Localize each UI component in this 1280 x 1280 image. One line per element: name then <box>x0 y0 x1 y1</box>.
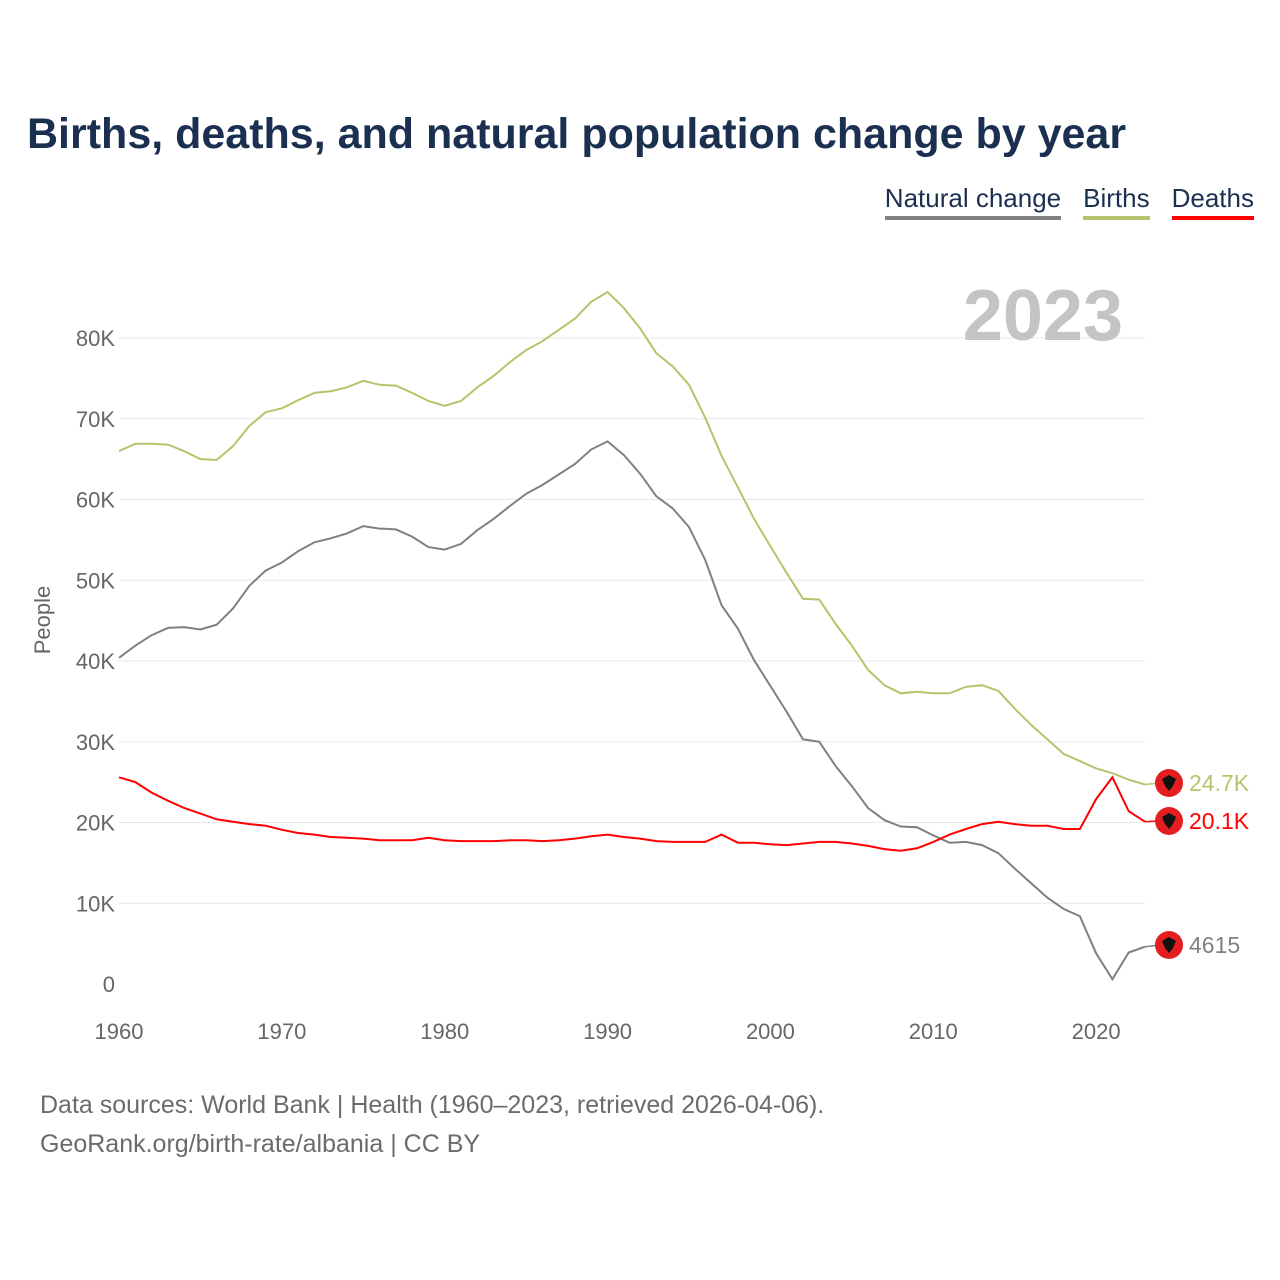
y-tick-label: 0 <box>103 972 115 997</box>
x-tick-label: 2000 <box>746 1019 795 1044</box>
x-tick-label: 1960 <box>95 1019 144 1044</box>
y-axis-label: People <box>30 586 55 655</box>
attribution-link[interactable]: GeoRank.org/birth-rate/albania | CC BY <box>40 1130 481 1158</box>
y-tick-label: 70K <box>76 407 115 432</box>
y-tick-label: 30K <box>76 730 115 755</box>
legend-deaths[interactable]: Deaths <box>1171 183 1254 220</box>
x-tick-label: 2020 <box>1072 1019 1121 1044</box>
series-line-deaths <box>118 775 1146 852</box>
y-tick-label: 20K <box>76 811 115 836</box>
y-tick-label: 80K <box>76 326 115 351</box>
year-watermark: 2023 <box>963 276 1123 356</box>
eagle-icon <box>1162 813 1176 829</box>
series-line-births <box>118 290 1146 786</box>
y-tick-label: 40K <box>76 649 115 674</box>
y-tick-label: 10K <box>76 891 115 916</box>
chart-title: Births, deaths, and natural population c… <box>27 110 1127 158</box>
footer: Data sources: World Bank | Health (1960–… <box>40 1086 824 1164</box>
legend-births[interactable]: Births <box>1083 183 1150 220</box>
end-value-label: 20.1K <box>1189 808 1250 834</box>
data-sources: Data sources: World Bank | Health (1960–… <box>40 1091 825 1119</box>
eagle-icon <box>1162 937 1176 953</box>
y-tick-label: 50K <box>76 568 115 593</box>
legend-natural-change[interactable]: Natural change <box>884 183 1062 220</box>
y-tick-label: 60K <box>76 488 115 513</box>
x-tick-label: 2010 <box>909 1019 958 1044</box>
end-value-label: 4615 <box>1189 932 1240 958</box>
x-tick-label: 1970 <box>257 1019 306 1044</box>
legend: Natural change Births Deaths <box>884 183 1254 220</box>
end-value-label: 24.7K <box>1189 770 1250 796</box>
eagle-icon <box>1162 775 1176 791</box>
x-tick-label: 1990 <box>583 1019 632 1044</box>
x-tick-label: 1980 <box>420 1019 469 1044</box>
series-line-natural-change <box>118 440 1146 982</box>
